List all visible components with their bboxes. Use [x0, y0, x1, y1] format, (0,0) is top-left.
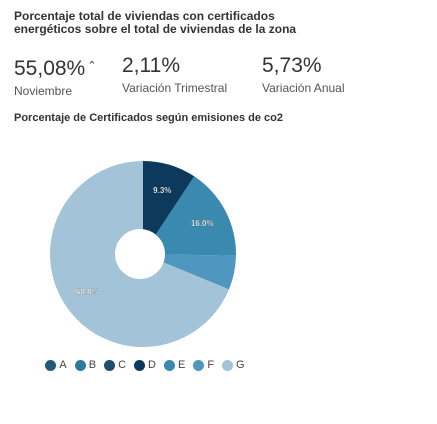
legend-label: F	[207, 359, 215, 371]
legend-item-C[interactable]: C	[104, 358, 126, 372]
donut-hole	[115, 229, 165, 279]
legend-swatch-icon	[74, 359, 86, 371]
legend-item-G[interactable]: G	[222, 358, 245, 372]
legend-swatch-icon	[134, 359, 146, 371]
chart-title: Porcentaje de Certificados según emision…	[14, 112, 283, 124]
legend-item-A[interactable]: A	[45, 358, 67, 372]
legend-label: B	[88, 359, 97, 371]
legend-swatch-icon	[104, 359, 116, 371]
legend-item-F[interactable]: F	[193, 358, 214, 372]
metric-quarterly: 2,11% Variación Trimestral	[122, 54, 227, 95]
legend-swatch-icon	[163, 359, 175, 371]
page-title: Porcentaje total de viviendas con certif…	[14, 9, 297, 36]
metric-value: 2,11%	[122, 54, 180, 77]
legend-label: D	[148, 359, 156, 371]
data-label-G: 68.8%	[76, 287, 99, 296]
data-label-D: 9.3%	[153, 186, 171, 195]
legend-swatch-icon	[222, 359, 234, 371]
legend-swatch-icon	[193, 359, 205, 371]
chart-legend: A B C D E F G	[0, 358, 290, 378]
legend-item-B[interactable]: B	[74, 358, 97, 372]
metric-value: 55,08% ⌃	[14, 57, 97, 80]
legend-label: C	[118, 359, 127, 371]
legend-swatch-icon	[45, 359, 57, 371]
legend-label: A	[59, 359, 67, 371]
metric-label: Variación Anual	[262, 81, 345, 95]
pie-slice-E[interactable]	[143, 176, 236, 256]
pie-slice-D[interactable]	[143, 161, 195, 254]
legend-item-D[interactable]: D	[134, 358, 156, 372]
legend-label: E	[177, 359, 186, 371]
legend-item-E[interactable]: E	[163, 358, 186, 372]
metric-current: 55,08% ⌃ Noviembre	[14, 54, 96, 98]
metric-label: Noviembre	[14, 84, 73, 98]
pie-slice-F[interactable]	[143, 254, 236, 290]
data-label-E: 16.0%	[191, 219, 214, 228]
caret-up-icon: ⌃	[87, 60, 97, 72]
metric-value: 5,73%	[262, 54, 322, 77]
metric-label: Variación Trimestral	[122, 81, 228, 95]
legend-label: G	[236, 359, 245, 371]
metric-annual: 5,73% Variación Anual	[262, 54, 345, 95]
